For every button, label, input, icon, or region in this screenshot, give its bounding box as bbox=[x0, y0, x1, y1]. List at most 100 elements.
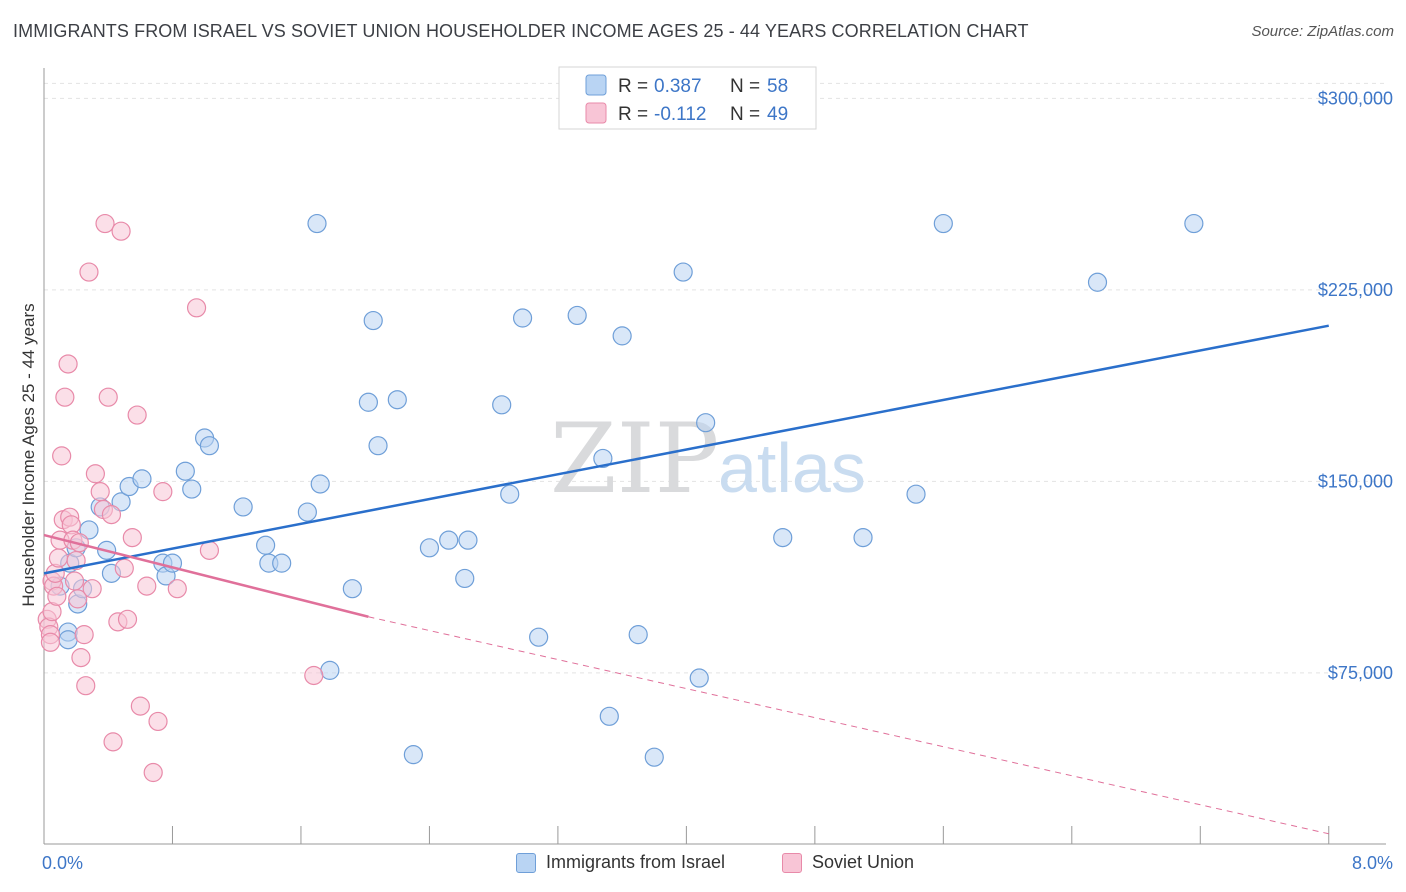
israel-point bbox=[906, 484, 926, 504]
israel-point bbox=[358, 392, 379, 412]
israel-point bbox=[529, 627, 549, 647]
israel-point bbox=[297, 502, 317, 522]
israel-point bbox=[673, 262, 693, 282]
legend-swatch-soviet-bottom bbox=[782, 852, 802, 873]
y-axis-label: Householder Income Ages 25 - 44 years bbox=[19, 303, 38, 606]
israel-point bbox=[58, 630, 78, 650]
israel-point bbox=[500, 484, 520, 504]
chart-title: IMMIGRANTS FROM ISRAEL VS SOVIET UNION H… bbox=[13, 21, 1029, 41]
israel-point bbox=[310, 474, 330, 494]
israel-point bbox=[439, 530, 459, 550]
soviet-point bbox=[137, 576, 157, 596]
legend-item-israel: Immigrants from Israel bbox=[516, 852, 725, 873]
israel-point bbox=[512, 308, 533, 328]
soviet-point bbox=[40, 632, 61, 652]
legend-swatch-soviet bbox=[585, 102, 607, 124]
israel-point bbox=[567, 305, 587, 326]
legend-n-label-israel: N = bbox=[730, 76, 760, 97]
soviet-point bbox=[52, 446, 72, 466]
israel-point bbox=[272, 553, 292, 573]
soviet-point bbox=[90, 482, 110, 502]
soviet-point bbox=[114, 558, 134, 578]
soviet-point bbox=[64, 571, 85, 591]
israel-point bbox=[1184, 213, 1204, 234]
israel-point bbox=[256, 535, 276, 555]
israel-point bbox=[182, 479, 202, 499]
israel-point bbox=[599, 706, 619, 726]
israel-point bbox=[363, 310, 383, 331]
soviet-point bbox=[103, 732, 123, 752]
legend-swatch-israel-bottom bbox=[516, 852, 536, 873]
y-tick-label: $75,000 bbox=[1328, 663, 1393, 683]
legend-swatch-israel bbox=[585, 74, 607, 96]
israel-point bbox=[593, 448, 613, 469]
israel-point bbox=[132, 469, 152, 489]
soviet-point bbox=[82, 579, 102, 599]
chart-source: Source: ZipAtlas.com bbox=[1251, 23, 1394, 40]
y-tick-label: $300,000 bbox=[1318, 88, 1393, 108]
soviet-point bbox=[68, 589, 88, 609]
israel-point bbox=[342, 579, 362, 599]
correlation-legend: R = 0.387 N = 58 R = -0.112 N = 49 bbox=[558, 66, 817, 130]
israel-point bbox=[199, 436, 220, 456]
legend-r-value-israel: 0.387 bbox=[654, 76, 702, 97]
soviet-point bbox=[98, 387, 118, 407]
soviet-point bbox=[58, 354, 78, 374]
soviet-point bbox=[71, 648, 91, 668]
series-soviet-points bbox=[37, 213, 324, 783]
soviet-point bbox=[117, 609, 138, 629]
trend-line-soviet bbox=[43, 533, 369, 618]
trend-lines bbox=[43, 324, 1329, 835]
israel-point bbox=[628, 625, 648, 645]
israel-point bbox=[492, 395, 512, 415]
soviet-point bbox=[122, 527, 142, 548]
israel-point bbox=[689, 668, 709, 688]
x-tick-label-max: 8.0% bbox=[1352, 853, 1393, 873]
soviet-point bbox=[148, 711, 168, 732]
legend-r-label-soviet: R = bbox=[618, 104, 648, 125]
soviet-point bbox=[143, 762, 163, 783]
israel-point bbox=[111, 492, 131, 512]
x-tick-label-min: 0.0% bbox=[42, 853, 83, 873]
soviet-point bbox=[47, 586, 67, 606]
israel-point bbox=[644, 747, 664, 767]
israel-point bbox=[696, 413, 716, 433]
israel-point bbox=[455, 568, 475, 589]
soviet-point bbox=[167, 579, 187, 599]
legend-n-value-soviet: 49 bbox=[767, 104, 788, 125]
series-legend: Immigrants from Israel Soviet Union bbox=[0, 852, 1406, 878]
israel-point bbox=[79, 520, 99, 540]
soviet-point bbox=[199, 540, 220, 560]
y-tick-label: $150,000 bbox=[1318, 471, 1393, 491]
legend-label-soviet: Soviet Union bbox=[812, 852, 915, 872]
soviet-point bbox=[95, 213, 115, 234]
soviet-point bbox=[304, 665, 324, 686]
legend-r-value-soviet: -0.112 bbox=[654, 104, 706, 125]
soviet-point bbox=[74, 625, 94, 645]
israel-point bbox=[403, 745, 423, 765]
israel-point bbox=[307, 213, 327, 234]
soviet-point bbox=[130, 696, 150, 716]
soviet-point bbox=[48, 548, 69, 568]
watermark-atlas: atlas bbox=[718, 429, 866, 507]
israel-point bbox=[368, 436, 388, 456]
soviet-point bbox=[127, 405, 147, 425]
soviet-point bbox=[111, 221, 131, 241]
israel-point bbox=[175, 461, 195, 481]
israel-point bbox=[933, 213, 953, 234]
israel-point bbox=[419, 538, 440, 558]
watermark: ZIP atlas bbox=[550, 403, 866, 515]
legend-n-value-israel: 58 bbox=[767, 76, 788, 97]
soviet-point bbox=[186, 298, 207, 318]
y-tick-labels: $75,000 $150,000 $225,000 $300,000 bbox=[1318, 88, 1393, 683]
axes bbox=[43, 68, 1386, 845]
legend-n-label-soviet: N = bbox=[730, 104, 760, 125]
trend-line-soviet-extrapolated bbox=[368, 616, 1329, 835]
trend-line-israel bbox=[43, 324, 1329, 575]
israel-point bbox=[853, 527, 873, 548]
soviet-point bbox=[55, 387, 75, 407]
israel-point bbox=[320, 660, 340, 680]
israel-point bbox=[458, 530, 478, 550]
soviet-point bbox=[79, 262, 99, 282]
